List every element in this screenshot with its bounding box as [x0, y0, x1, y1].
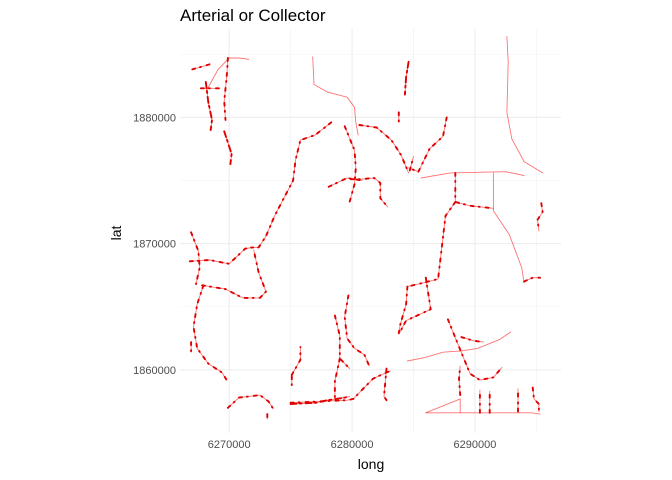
road-line-overlap: [536, 202, 544, 232]
road-line-overlap: [343, 125, 357, 203]
road-line-overlap: [289, 395, 351, 405]
road-line: [312, 56, 359, 136]
road-line-overlap: [406, 201, 457, 288]
road-line-overlap: [454, 171, 495, 210]
y-tick-label: 1880000: [133, 112, 176, 124]
chart-title: Arterial or Collector: [180, 6, 326, 25]
road-lines: [188, 36, 544, 421]
road-line-overlap: [190, 231, 201, 285]
road-line-overlap: [204, 81, 213, 131]
road-line: [460, 336, 485, 343]
road-line-overlap: [399, 276, 432, 333]
road-line-overlap: [531, 386, 540, 413]
road-line-overlap: [343, 294, 371, 368]
road-line-overlap: [458, 365, 462, 397]
road-line-overlap: [327, 177, 363, 188]
road-line: [420, 171, 525, 179]
road-line: [227, 394, 274, 410]
x-tick-labels: 6270000 6280000 6290000: [208, 439, 497, 451]
x-tick-label: 6270000: [208, 439, 251, 451]
road-line-overlap: [192, 284, 228, 381]
road-line: [447, 318, 503, 381]
road-line: [425, 398, 461, 414]
road-line-overlap: [223, 57, 229, 121]
road-line: [406, 331, 512, 362]
road-line-overlap: [333, 357, 341, 400]
road-line-overlap: [191, 63, 211, 71]
y-tick-label: 1870000: [133, 239, 176, 251]
road-line-overlap: [407, 116, 448, 173]
road-line-overlap: [403, 60, 410, 96]
road-line-overlap: [358, 124, 410, 174]
y-tick-label: 1860000: [133, 365, 176, 377]
road-line: [506, 36, 544, 174]
road-line: [206, 57, 250, 91]
road-line: [492, 172, 525, 284]
road-line-overlap: [290, 346, 302, 376]
road-line-overlap: [188, 246, 254, 265]
road-line-overlap: [523, 276, 542, 283]
road-line-overlap: [397, 285, 409, 335]
road-line-overlap: [201, 248, 267, 299]
x-tick-label: 6280000: [331, 439, 374, 451]
road-line: [249, 121, 332, 248]
y-tick-labels: 1860000 1870000 1880000: [133, 112, 176, 377]
road-line-overlap: [383, 367, 388, 402]
road-line-overlap: [333, 314, 351, 370]
road-line-overlap: [223, 130, 233, 166]
road-line-overlap: [408, 155, 415, 172]
road-line: [425, 412, 541, 415]
gridlines: [180, 29, 561, 433]
x-tick-label: 6290000: [454, 439, 497, 451]
x-axis-title: long: [358, 456, 384, 472]
y-axis-title: lat: [108, 226, 124, 241]
